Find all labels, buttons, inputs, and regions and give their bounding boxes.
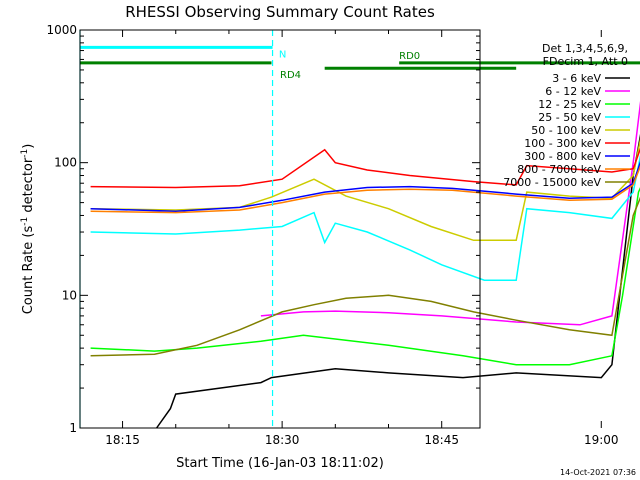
series-line-8-seg-0: [90, 196, 640, 357]
legend-label-2: 12 - 25 keV: [538, 98, 601, 111]
legend-label-1: 6 - 12 keV: [545, 85, 601, 98]
y-axis-label-mid: detector: [21, 157, 36, 217]
flag-layer: NSRD0RD4: [80, 45, 640, 81]
flag-label-3: RD4: [280, 70, 301, 81]
chart-title: RHESSI Observing Summary Count Rates: [125, 3, 435, 21]
series-line-0-seg-0: [155, 133, 640, 429]
y-tick-label-2: 100: [54, 156, 77, 170]
y-axis-label-sup1: -1: [20, 217, 30, 226]
flag-label-2: RD0: [399, 51, 420, 62]
y-axis-label-main: Count Rate (s: [21, 226, 36, 315]
series-line-6-seg-0: [90, 160, 640, 213]
axis-layer: 18:1518:3018:4519:0019:1519:3019:4511010…: [46, 23, 619, 447]
series-line-2-seg-0: [90, 187, 640, 366]
x-tick-label-2: 18:45: [424, 433, 459, 447]
y-axis-label-sup2: -1: [20, 149, 30, 158]
x-tick-label-1: 18:30: [265, 433, 300, 447]
flag-label-0: N: [279, 49, 286, 60]
legend-label-0: 3 - 6 keV: [552, 72, 601, 85]
y-axis-label-end: ): [21, 144, 36, 149]
series-line-1-seg-0: [260, 100, 640, 326]
timestamp: 14-Oct-2021 07:36: [560, 468, 636, 477]
legend-label-7: 800 - 7000 keV: [517, 163, 601, 176]
y-tick-label-3: 1000: [46, 23, 77, 37]
plot-frame: [79, 29, 481, 429]
legend-label-8: 7000 - 15000 keV: [503, 176, 601, 189]
series-line-7-seg-0: [90, 165, 640, 214]
legend-header-1: FDecim 1, Att 0: [543, 55, 628, 68]
series-layer: [90, 100, 640, 429]
x-tick-label-3: 19:00: [584, 433, 619, 447]
x-tick-label-0: 18:15: [105, 433, 140, 447]
legend-label-6: 300 - 800 keV: [524, 150, 601, 163]
legend-label-5: 100 - 300 keV: [524, 137, 601, 150]
series-line-3-seg-0: [90, 154, 640, 281]
legend-label-4: 50 - 100 keV: [531, 124, 601, 137]
y-tick-label-1: 10: [62, 288, 77, 302]
series-line-5-seg-0: [90, 147, 640, 189]
x-axis-label: Start Time (16-Jan-03 18:11:02): [176, 456, 384, 471]
legend-label-3: 25 - 50 keV: [538, 111, 601, 124]
legend-header-0: Det 1,3,4,5,6,9,: [542, 42, 628, 55]
series-line-4-seg-0: [90, 137, 640, 242]
y-tick-label-0: 1: [69, 421, 77, 435]
legend: Det 1,3,4,5,6,9,FDecim 1, Att 0 3 - 6 keV…: [503, 42, 630, 189]
y-axis-label: Count Rate (s-1 detector-1): [20, 144, 36, 315]
